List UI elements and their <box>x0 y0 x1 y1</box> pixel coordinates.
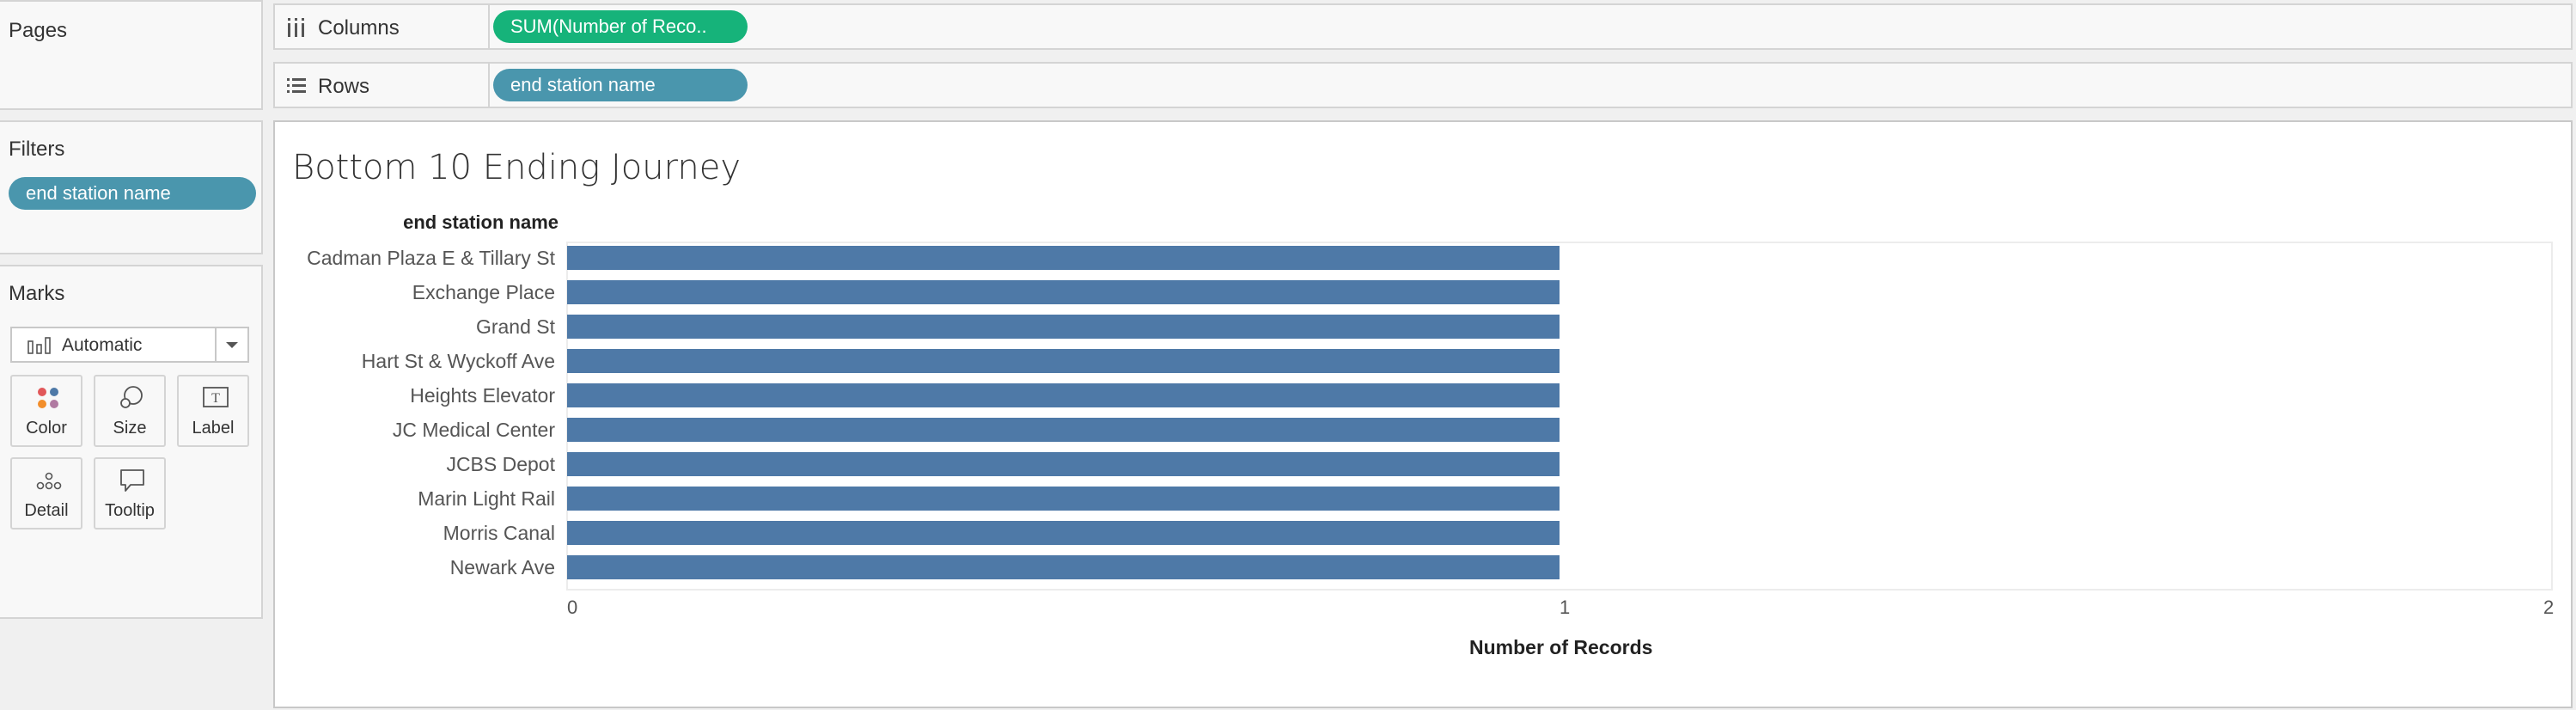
bar[interactable] <box>567 487 1560 511</box>
columns-shelf[interactable]: Columns SUM(Number of Reco.. <box>273 3 2573 50</box>
columns-pill-sum-number-of-records[interactable]: SUM(Number of Reco.. <box>493 10 748 43</box>
row-label: Cadman Plaza E & Tillary St <box>307 247 555 269</box>
detail-button[interactable]: Detail <box>10 457 82 529</box>
label-button[interactable]: T Label <box>177 375 249 447</box>
pages-title: Pages <box>9 19 68 42</box>
mark-type-dropdown[interactable]: Automatic <box>10 327 249 363</box>
bar[interactable] <box>567 349 1560 373</box>
size-icon <box>120 386 143 408</box>
color-icon <box>38 388 58 408</box>
svg-text:T: T <box>211 391 220 406</box>
row-label: Morris Canal <box>443 522 555 544</box>
dropdown-divider <box>215 328 217 361</box>
size-label: Size <box>113 419 147 438</box>
text-label-icon: T <box>203 387 229 407</box>
tooltip-label: Tooltip <box>105 501 155 520</box>
row-label: Hart St & Wyckoff Ave <box>361 350 555 372</box>
plot-frame <box>566 242 2553 591</box>
color-button[interactable]: Color <box>10 375 82 447</box>
mark-type-value: Automatic <box>62 335 143 355</box>
row-label: Marin Light Rail <box>418 487 555 510</box>
filter-pill-end-station-name[interactable]: end station name <box>9 177 256 210</box>
filters-panel: Filters end station name <box>0 120 263 254</box>
bar[interactable] <box>567 521 1560 545</box>
chart-title: Bottom 10 Ending Journey <box>292 148 741 187</box>
bar[interactable] <box>567 555 1560 579</box>
rows-icon <box>287 78 306 93</box>
tooltip-button[interactable]: Tooltip <box>94 457 166 529</box>
row-label-column: end station name <box>275 122 559 707</box>
rows-label: Rows <box>318 75 370 98</box>
rows-shelf[interactable]: Rows end station name <box>273 62 2573 108</box>
bar[interactable] <box>567 315 1560 339</box>
bar-chart <box>566 242 2553 591</box>
bar-chart-icon <box>27 337 51 354</box>
detail-label: Detail <box>24 501 69 520</box>
x-tick-label: 2 <box>2543 597 2555 618</box>
row-label: Exchange Place <box>412 281 555 303</box>
bar[interactable] <box>567 452 1560 476</box>
row-label: Heights Elevator <box>410 384 555 407</box>
viz-area: Bottom 10 Ending Journey end station nam… <box>273 120 2573 708</box>
marks-panel: Marks Automatic Color Size T <box>0 265 263 619</box>
bar[interactable] <box>567 383 1560 407</box>
rows-pill-end-station-name[interactable]: end station name <box>493 69 748 101</box>
marks-title: Marks <box>9 282 65 305</box>
x-tick-label: 1 <box>1560 597 1571 618</box>
speech-bubble-icon <box>120 469 144 492</box>
color-label: Color <box>26 419 67 438</box>
bar[interactable] <box>567 246 1560 270</box>
rows-label-cell: Rows <box>275 64 490 107</box>
columns-label-cell: Columns <box>275 5 490 48</box>
filters-title: Filters <box>9 138 65 161</box>
pages-panel: Pages <box>0 0 263 110</box>
bar[interactable] <box>567 418 1560 442</box>
columns-icon <box>288 18 304 37</box>
row-header: end station name <box>403 211 559 233</box>
columns-label: Columns <box>318 16 400 40</box>
size-button[interactable]: Size <box>94 375 166 447</box>
chevron-down-icon <box>226 342 238 348</box>
row-label: JC Medical Center <box>392 419 555 441</box>
x-axis-title: Number of Records <box>1469 636 1653 658</box>
row-label: Grand St <box>475 315 555 338</box>
row-label: Newark Ave <box>449 556 555 578</box>
x-tick-label: 0 <box>567 597 578 618</box>
detail-icon <box>36 472 62 490</box>
row-label: JCBS Depot <box>446 453 555 475</box>
label-label: Label <box>192 419 235 438</box>
bar[interactable] <box>567 280 1560 304</box>
